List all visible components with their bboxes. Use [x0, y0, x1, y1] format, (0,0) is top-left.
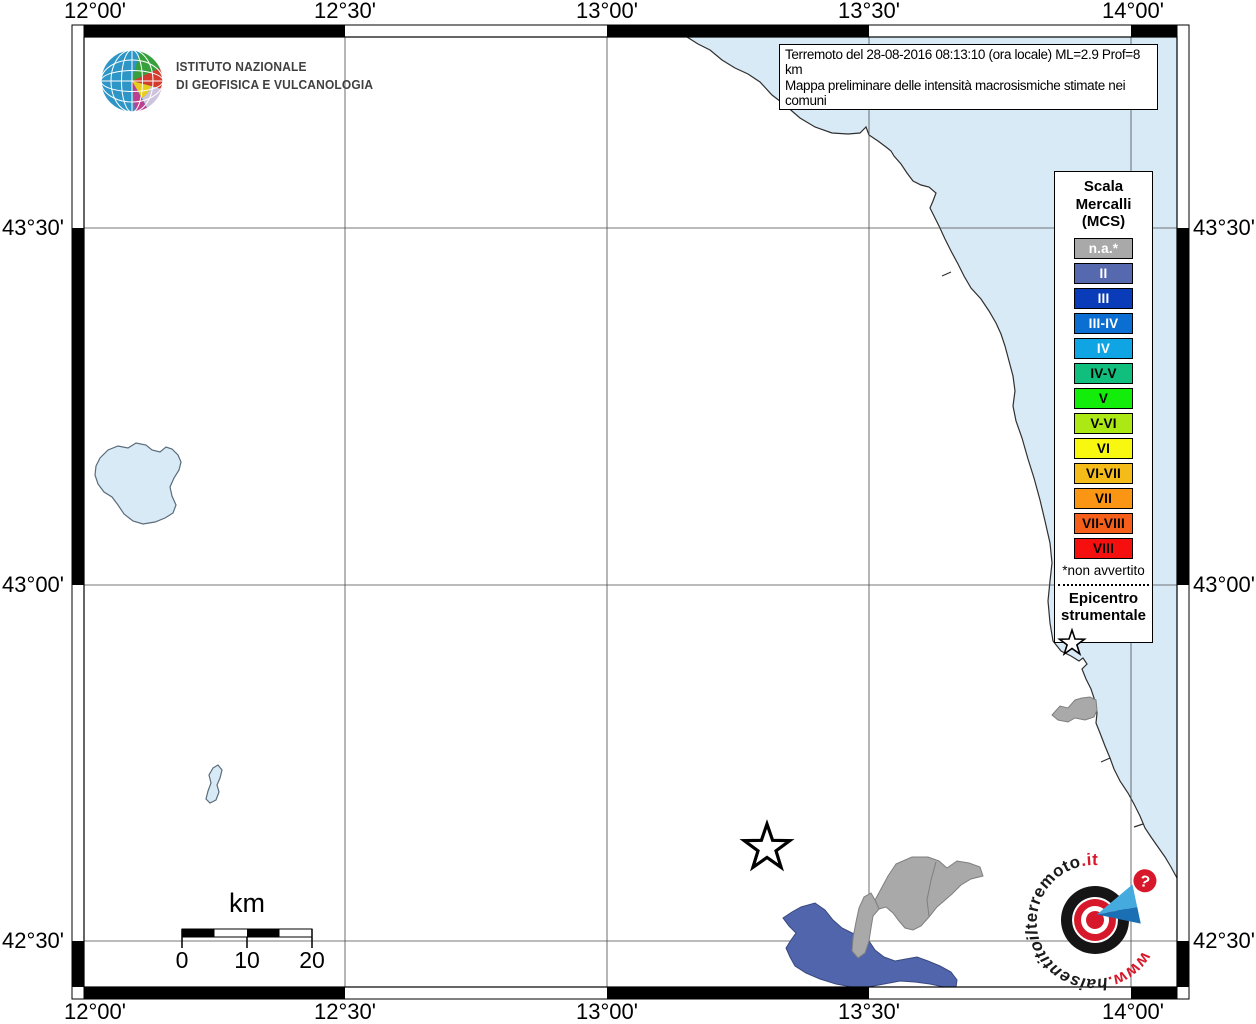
event-info-line1: Terremoto del 28-08-2016 08:13:10 (ora l…: [785, 47, 1140, 78]
ingv-logo-line1: ISTITUTO NAZIONALE: [176, 59, 307, 74]
scale-tick-0: 0: [175, 947, 189, 973]
legend-swatch-vii: VII: [1074, 487, 1133, 509]
axis-left-43-00: 43°00': [2, 572, 64, 597]
commune-boundary: [926, 861, 937, 917]
axis-top-13-30: 13°30': [838, 0, 900, 23]
axis-bottom-13-00: 13°00': [576, 999, 638, 1024]
axis-bottom-14-00: 14°00': [1102, 999, 1164, 1024]
legend-swatch-vi-vii: VI-VII: [1074, 462, 1133, 484]
commune-na-coastal: [1051, 696, 1098, 723]
legend-swatch-v-vi: V-VI: [1074, 412, 1133, 434]
scale-bar-unit: km: [229, 888, 265, 918]
small-lake: [205, 764, 223, 804]
legend-epicenter-star-icon: [1057, 626, 1087, 656]
ingv-logo-globe: [100, 49, 164, 113]
scale-bar: [181, 928, 313, 948]
speech-cone-icon: [1096, 884, 1141, 924]
axis-top-14-00: 14°00': [1102, 0, 1164, 23]
legend-swatch-iv: IV: [1074, 337, 1133, 359]
legend-divider: [1058, 583, 1149, 586]
coastline: [686, 36, 1178, 879]
legend-items: n.a.* II III III-IV IV IV-V V V-VI VI VI…: [1055, 237, 1152, 559]
axis-top-13-00: 13°00': [576, 0, 638, 23]
event-info-line3: Dati non verificati estratti da 9 questi…: [785, 108, 1152, 109]
question-badge-icon: ?: [1133, 869, 1157, 893]
axis-left-43-30: 43°30': [2, 215, 64, 240]
axis-right-43-00: 43°00': [1193, 572, 1255, 597]
stream-ticks: [941, 271, 1144, 828]
scale-tick-20: 20: [299, 947, 325, 973]
legend-swatch-iv-v: IV-V: [1074, 362, 1133, 384]
axis-top-12-00: 12°00': [64, 0, 126, 23]
commune-na-strip: [851, 892, 880, 959]
legend-swatch-iii: III: [1074, 287, 1133, 309]
ingv-logo-text: ISTITUTO NAZIONALE DI GEOFISICA E VULCAN…: [176, 58, 373, 94]
epicenter-star: [739, 819, 795, 872]
commune-na-blob: [874, 856, 984, 931]
legend-swatch-viii: VIII: [1074, 537, 1133, 559]
legend-epicenter-label: Epicentro strumentale: [1060, 589, 1147, 624]
bullseye-icon: [1061, 886, 1129, 954]
axis-left-42-30: 42°30': [2, 928, 64, 953]
axis-bottom-12-30: 12°30': [314, 999, 376, 1024]
legend-title: Scala Mercalli (MCS): [1075, 178, 1132, 230]
axis-right-43-30: 43°30': [1193, 215, 1255, 240]
axis-top-12-30: 12°30': [314, 0, 376, 23]
legend-swatch-iii-iv: III-IV: [1074, 312, 1133, 334]
lake-trasimeno: [94, 442, 182, 525]
event-info-box: Terremoto del 28-08-2016 08:13:10 (ora l…: [779, 44, 1158, 110]
axis-right-42-30: 42°30': [1193, 928, 1255, 953]
legend-swatch-v: V: [1074, 387, 1133, 409]
legend-swatch-vi: VI: [1074, 437, 1133, 459]
legend-swatch-vii-viii: VII-VIII: [1074, 512, 1133, 534]
axis-bottom-12-00: 12°00': [64, 999, 126, 1024]
legend-swatch-na: n.a.*: [1074, 237, 1133, 259]
svg-text:?: ?: [1138, 873, 1151, 892]
haisentito-logo: www.haisentitoilterremoto.it ?: [1020, 848, 1160, 995]
ingv-logo-line2: DI GEOFISICA E VULCANOLOGIA: [176, 77, 374, 92]
event-info-line2: Mappa preliminare delle intensità macros…: [785, 77, 1126, 108]
scale-tick-10: 10: [234, 947, 260, 973]
legend-swatch-ii: II: [1074, 262, 1133, 284]
legend-box: Scala Mercalli (MCS) n.a.* II III III-IV…: [1054, 171, 1153, 656]
map-frame: [71, 24, 1190, 1000]
legend-footnote: *non avvertito: [1062, 562, 1145, 578]
axis-bottom-13-30: 13°30': [838, 999, 900, 1024]
